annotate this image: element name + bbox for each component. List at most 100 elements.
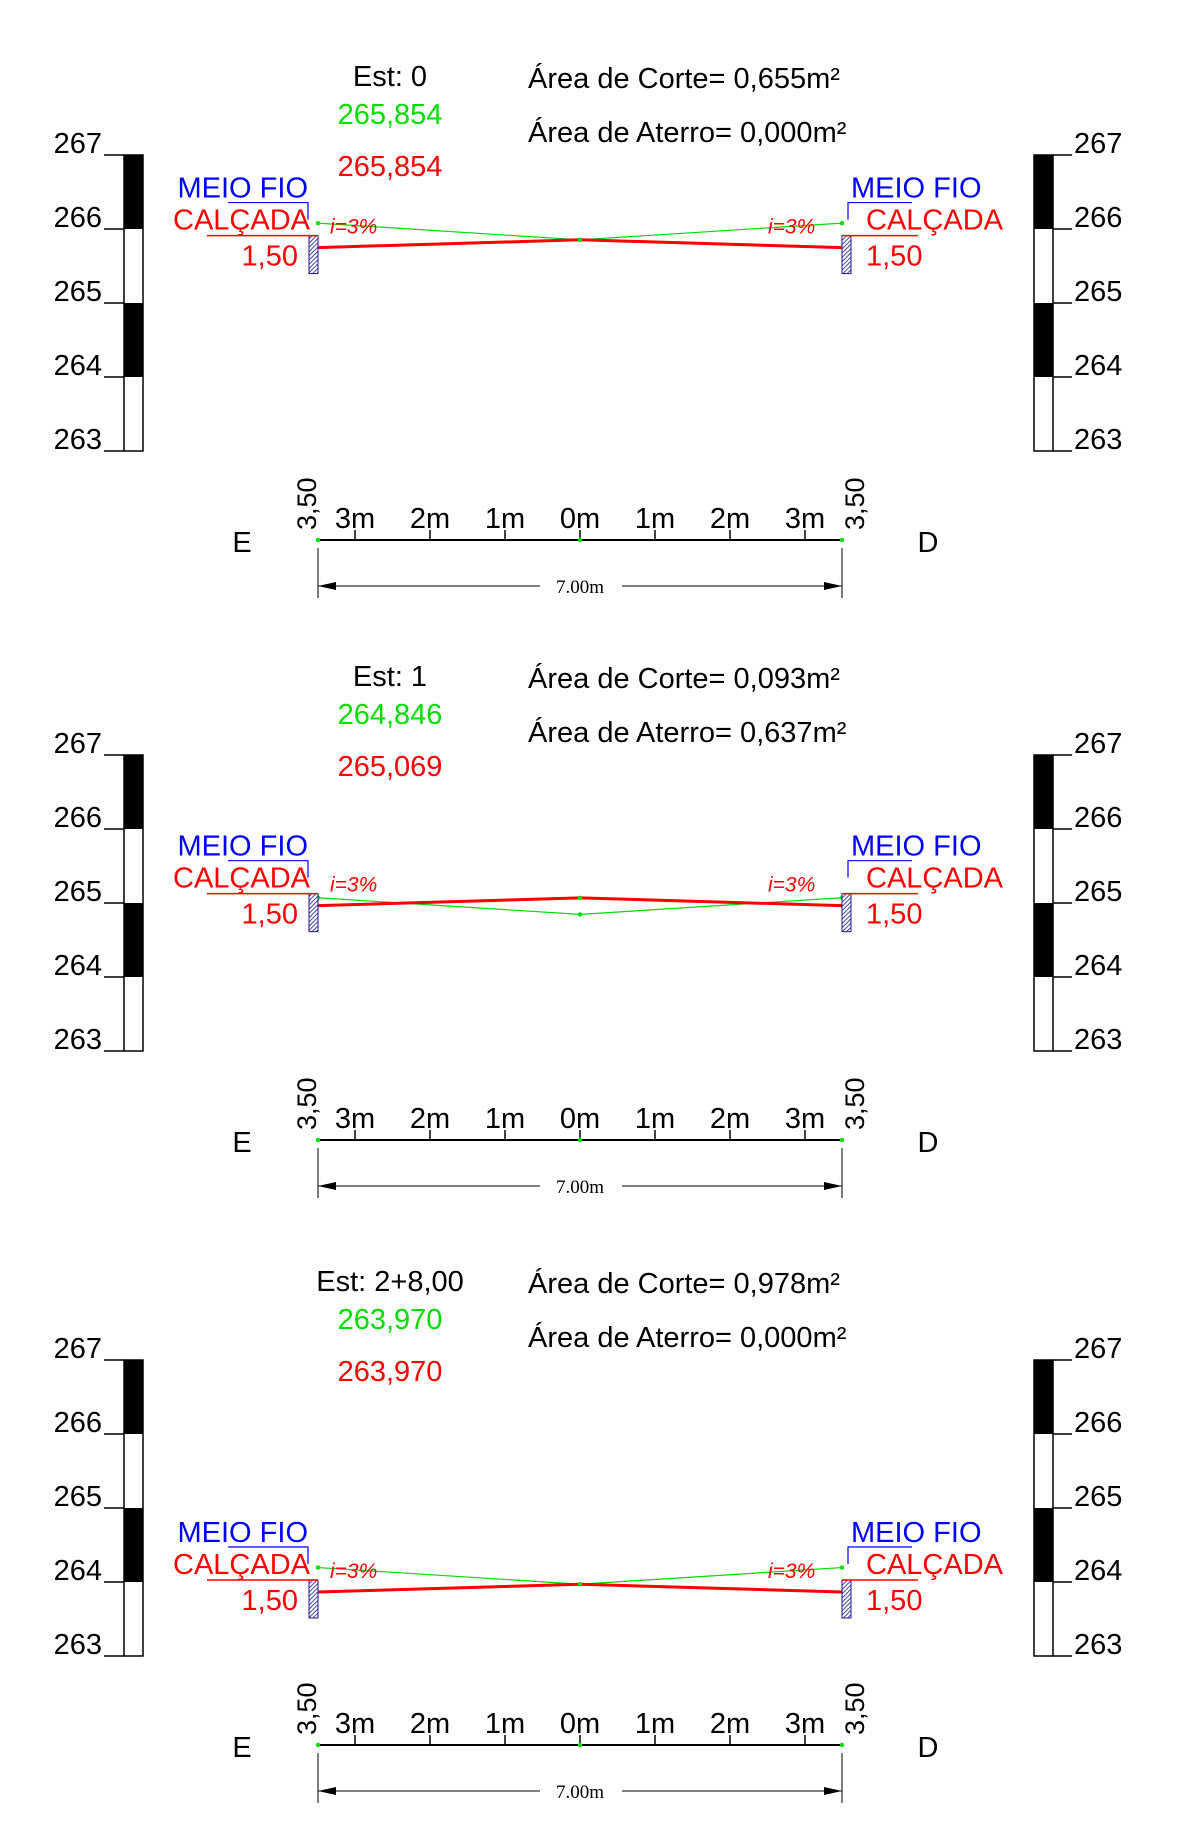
scale-tick-label: 263 bbox=[54, 424, 102, 456]
existing-ground-line bbox=[317, 1566, 843, 1585]
scale-tick-label: 264 bbox=[54, 950, 102, 982]
terrain-elevation: 264,846 bbox=[338, 699, 443, 731]
scale-tick-label: 264 bbox=[54, 1555, 102, 1587]
scale-tick-label: 263 bbox=[1074, 424, 1122, 456]
scale-tick-label: 0m bbox=[560, 503, 600, 535]
scale-point bbox=[315, 537, 321, 543]
scale-tick-label: 265 bbox=[54, 876, 102, 908]
design-center-point bbox=[577, 1582, 583, 1587]
scale-tick-label: 264 bbox=[1074, 950, 1122, 982]
scale-block bbox=[1034, 155, 1053, 229]
side-label-left: E bbox=[232, 527, 251, 559]
scale-tick-label: 1m bbox=[485, 1708, 525, 1740]
scale-tick-label: 3m bbox=[785, 503, 825, 535]
scale-point bbox=[839, 1137, 845, 1143]
scale-tick-label: 265 bbox=[1074, 276, 1122, 308]
scale-point bbox=[577, 1137, 583, 1143]
curb-label-left: MEIO FIO bbox=[178, 831, 309, 863]
scale-tick-label: 1m bbox=[635, 503, 675, 535]
scale-tick-label: 265 bbox=[54, 1481, 102, 1513]
terrain-point bbox=[315, 220, 321, 226]
scale-block bbox=[124, 1360, 143, 1434]
terrain-point bbox=[577, 912, 583, 917]
scale-point bbox=[577, 537, 583, 543]
scale-block bbox=[124, 755, 143, 829]
side-label-left: E bbox=[232, 1732, 251, 1764]
fill-area-label: Área de Aterro= 0,637m² bbox=[528, 716, 847, 749]
scale-tick-label: 1m bbox=[635, 1103, 675, 1135]
scale-tick-label: 3m bbox=[335, 1708, 375, 1740]
scale-tick-label: 267 bbox=[1074, 728, 1122, 760]
scale-tick-label: 3m bbox=[785, 1103, 825, 1135]
scale-tick-label: 266 bbox=[54, 202, 102, 234]
offset-label-left: 3,50 bbox=[292, 1077, 322, 1130]
curb-block-left bbox=[308, 235, 319, 275]
curb-block-left bbox=[308, 1579, 319, 1619]
scale-tick-label: 265 bbox=[1074, 876, 1122, 908]
offset-label-left: 3,50 bbox=[292, 1682, 322, 1735]
sidewalk-width-right: 1,50 bbox=[866, 899, 922, 931]
scale-tick-label: 2m bbox=[410, 1708, 450, 1740]
curb-block-left bbox=[308, 893, 319, 933]
sidewalk-label-left: CALÇADA bbox=[173, 1549, 311, 1581]
slope-label-right: i=3% bbox=[768, 1560, 815, 1583]
curb-block-right bbox=[841, 893, 852, 933]
sidewalk-width-right: 1,50 bbox=[866, 1585, 922, 1617]
scale-tick-label: 3m bbox=[785, 1708, 825, 1740]
scale-tick-label: 266 bbox=[54, 1407, 102, 1439]
curb-block-right bbox=[841, 1579, 852, 1619]
width-dimension-label: 7.00m bbox=[556, 1177, 604, 1198]
scale-tick-label: 1m bbox=[485, 503, 525, 535]
station-label: Est: 2+8,00 bbox=[316, 1266, 464, 1298]
slope-label-right: i=3% bbox=[768, 874, 815, 897]
cut-area-label: Área de Corte= 0,093m² bbox=[528, 662, 840, 695]
side-label-right: D bbox=[918, 1127, 939, 1159]
sidewalk-label-right: CALÇADA bbox=[866, 205, 1004, 237]
slope-label-left: i=3% bbox=[330, 1560, 377, 1583]
sidewalk-label-left: CALÇADA bbox=[173, 205, 311, 237]
scale-tick-label: 2m bbox=[410, 1103, 450, 1135]
scale-tick-label: 265 bbox=[54, 276, 102, 308]
cross-section-0: Est: 0 265,854 265,854 Área de Corte= 0,655… bbox=[54, 61, 1122, 598]
scale-tick-label: 263 bbox=[1074, 1629, 1122, 1661]
scale-tick-label: 2m bbox=[710, 503, 750, 535]
slope-label-left: i=3% bbox=[330, 216, 377, 239]
sidewalk-width-left: 1,50 bbox=[242, 1585, 298, 1617]
scale-block bbox=[1034, 755, 1053, 829]
sidewalk-width-left: 1,50 bbox=[242, 241, 298, 273]
scale-block bbox=[1034, 1508, 1053, 1582]
side-label-right: D bbox=[918, 1732, 939, 1764]
side-label-right: D bbox=[918, 527, 939, 559]
width-dimension-label: 7.00m bbox=[556, 1782, 604, 1803]
design-center-point bbox=[577, 895, 583, 901]
scale-tick-label: 0m bbox=[560, 1708, 600, 1740]
curb-label-left: MEIO FIO bbox=[178, 173, 309, 205]
cross-section-2: Est: 2+8,00 263,970 263,970 Área de Corte= … bbox=[54, 1266, 1122, 1803]
slope-label-right: i=3% bbox=[768, 216, 815, 239]
fill-area-label: Área de Aterro= 0,000m² bbox=[528, 116, 847, 149]
terrain-point bbox=[839, 220, 845, 226]
offset-label-left: 3,50 bbox=[292, 477, 322, 530]
scale-tick-label: 0m bbox=[560, 1103, 600, 1135]
scale-block bbox=[1034, 903, 1053, 977]
terrain-elevation: 263,970 bbox=[338, 1304, 443, 1336]
scale-point bbox=[839, 537, 845, 543]
fill-area-label: Área de Aterro= 0,000m² bbox=[528, 1321, 847, 1354]
design-center-point bbox=[577, 237, 583, 243]
terrain-elevation: 265,854 bbox=[338, 99, 443, 131]
cut-area-label: Área de Corte= 0,978m² bbox=[528, 1267, 840, 1300]
slope-label-left: i=3% bbox=[330, 874, 377, 897]
scale-tick-label: 1m bbox=[485, 1103, 525, 1135]
scale-tick-label: 265 bbox=[1074, 1481, 1122, 1513]
terrain-point bbox=[839, 1565, 845, 1570]
scale-tick-label: 263 bbox=[54, 1629, 102, 1661]
station-label: Est: 1 bbox=[353, 661, 427, 693]
scale-tick-label: 267 bbox=[54, 728, 102, 760]
scale-tick-label: 3m bbox=[335, 1103, 375, 1135]
curb-label-right: MEIO FIO bbox=[851, 831, 982, 863]
station-label: Est: 0 bbox=[353, 61, 427, 93]
width-dimension-label: 7.00m bbox=[556, 577, 604, 598]
existing-ground-line bbox=[317, 222, 843, 241]
scale-block bbox=[124, 1508, 143, 1582]
